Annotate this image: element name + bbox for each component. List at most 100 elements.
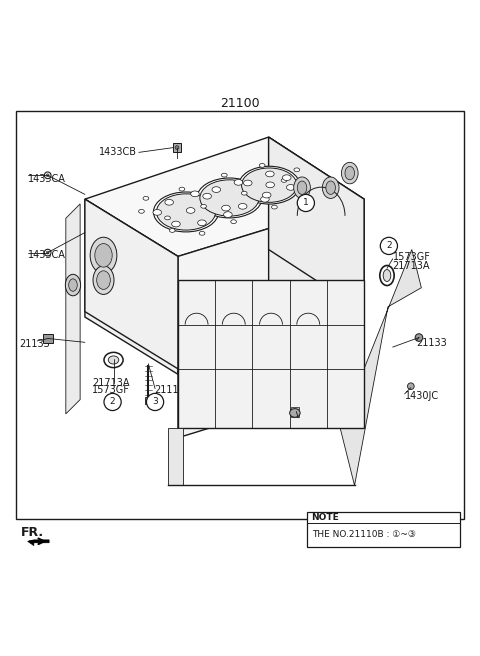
Bar [43, 334, 53, 343]
Ellipse shape [383, 270, 391, 281]
Circle shape [380, 237, 397, 255]
Ellipse shape [201, 205, 206, 208]
Ellipse shape [243, 180, 252, 186]
Text: 21124: 21124 [297, 417, 328, 427]
Ellipse shape [323, 177, 339, 199]
Ellipse shape [169, 228, 175, 232]
Polygon shape [85, 199, 178, 369]
Ellipse shape [165, 199, 173, 205]
Polygon shape [66, 204, 80, 414]
Circle shape [146, 394, 164, 411]
Text: 3: 3 [152, 398, 158, 407]
Ellipse shape [224, 212, 232, 217]
Polygon shape [168, 428, 183, 485]
Text: 1573GF: 1573GF [92, 385, 130, 395]
Bar [307, 512, 459, 546]
Ellipse shape [179, 187, 185, 191]
Ellipse shape [239, 166, 300, 204]
Ellipse shape [156, 194, 216, 230]
Ellipse shape [415, 334, 423, 341]
Ellipse shape [203, 194, 211, 199]
Ellipse shape [222, 205, 230, 211]
Polygon shape [178, 199, 364, 438]
Text: 2: 2 [386, 241, 392, 251]
Ellipse shape [294, 168, 300, 172]
Text: THE NO.21110B : ①~③: THE NO.21110B : ①~③ [312, 530, 416, 539]
Ellipse shape [287, 184, 295, 190]
Ellipse shape [221, 173, 227, 177]
Ellipse shape [272, 205, 277, 209]
Ellipse shape [282, 174, 291, 180]
Ellipse shape [165, 216, 170, 220]
Text: 21133: 21133 [417, 338, 447, 348]
Text: 1573GF: 1573GF [393, 253, 431, 262]
Ellipse shape [297, 181, 307, 194]
Ellipse shape [197, 178, 262, 218]
Ellipse shape [239, 203, 247, 209]
Ellipse shape [301, 190, 307, 194]
Text: 1433CB: 1433CB [99, 148, 137, 157]
Text: 21100: 21100 [220, 97, 260, 110]
Ellipse shape [341, 162, 358, 184]
Ellipse shape [265, 171, 274, 177]
Ellipse shape [408, 383, 414, 390]
Ellipse shape [234, 180, 243, 185]
Ellipse shape [153, 209, 162, 215]
Ellipse shape [93, 266, 114, 295]
Ellipse shape [143, 196, 149, 200]
Ellipse shape [199, 232, 205, 236]
Polygon shape [28, 540, 49, 546]
Ellipse shape [241, 168, 297, 202]
Text: 1433CA: 1433CA [28, 174, 65, 184]
Ellipse shape [90, 237, 117, 274]
Text: FR.: FR. [21, 525, 44, 539]
Polygon shape [85, 199, 178, 375]
Ellipse shape [326, 181, 336, 194]
Ellipse shape [44, 172, 51, 178]
Ellipse shape [263, 192, 271, 198]
Bar [144, 397, 152, 404]
Ellipse shape [231, 220, 237, 224]
Ellipse shape [175, 146, 179, 150]
Ellipse shape [46, 174, 49, 176]
Ellipse shape [108, 356, 119, 364]
Ellipse shape [261, 196, 269, 202]
Text: 21133: 21133 [20, 338, 50, 349]
Ellipse shape [154, 192, 218, 232]
Ellipse shape [294, 177, 311, 199]
Polygon shape [269, 137, 364, 380]
Polygon shape [340, 249, 421, 485]
Text: 21713A: 21713A [92, 378, 130, 388]
Ellipse shape [289, 409, 300, 417]
Ellipse shape [198, 220, 206, 226]
Circle shape [297, 194, 314, 211]
Ellipse shape [139, 209, 144, 213]
Bar [291, 407, 299, 417]
Text: 21114: 21114 [154, 385, 185, 395]
Ellipse shape [266, 182, 275, 188]
Text: 21713A: 21713A [393, 261, 430, 271]
Text: 1433CA: 1433CA [28, 251, 65, 260]
Bar [16, 111, 464, 519]
Text: 1: 1 [303, 199, 309, 207]
Ellipse shape [96, 271, 110, 289]
Ellipse shape [241, 192, 247, 195]
Ellipse shape [259, 163, 265, 167]
Ellipse shape [212, 187, 221, 192]
Polygon shape [269, 137, 364, 312]
Text: 2: 2 [110, 398, 115, 407]
Ellipse shape [281, 178, 287, 182]
Ellipse shape [65, 274, 81, 296]
Ellipse shape [186, 207, 195, 213]
Ellipse shape [69, 279, 77, 291]
Circle shape [104, 394, 121, 411]
Ellipse shape [380, 266, 394, 285]
Text: NOTE: NOTE [312, 514, 339, 522]
Polygon shape [85, 137, 364, 256]
Ellipse shape [104, 352, 123, 367]
Ellipse shape [172, 221, 180, 227]
Ellipse shape [191, 191, 199, 197]
Polygon shape [178, 280, 364, 428]
Ellipse shape [345, 167, 355, 180]
Text: 1430JC: 1430JC [405, 391, 439, 401]
